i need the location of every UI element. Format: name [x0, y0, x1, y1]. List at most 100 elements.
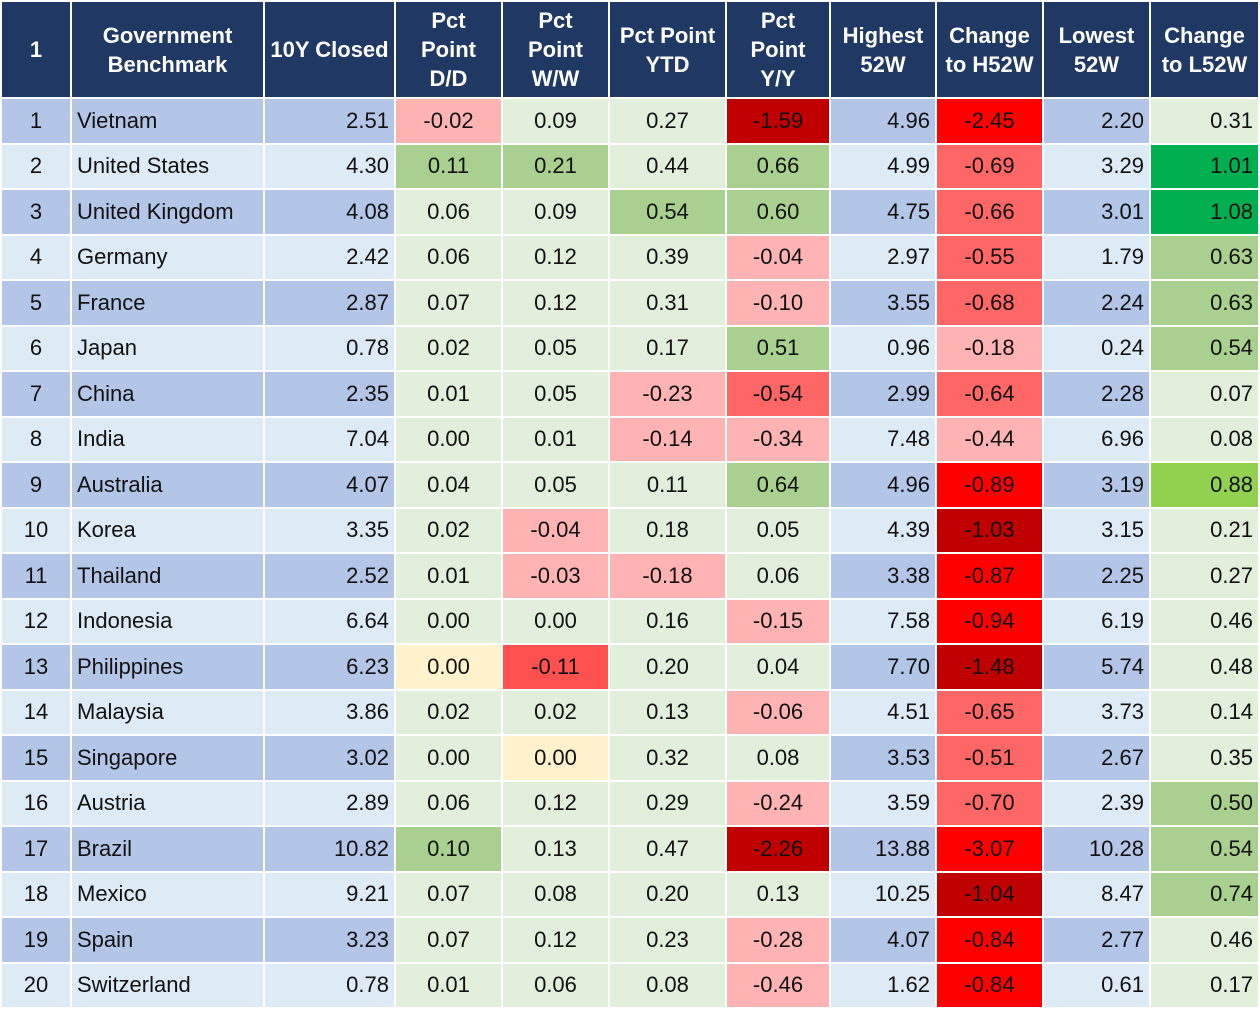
table-row: 18 Mexico 9.21 0.07 0.08 0.20 0.13 10.25 -1.04 8.…	[0, 870, 1260, 918]
country-cell: Malaysia	[70, 688, 265, 736]
country-cell: France	[70, 279, 265, 327]
chg-l52w-cell: 0.46	[1149, 597, 1260, 645]
high-52w-cell: 3.59	[829, 779, 937, 827]
low-52w-cell: 2.25	[1042, 552, 1151, 600]
ytd-cell: 0.44	[608, 142, 727, 190]
country-cell: Thailand	[70, 552, 265, 600]
low-52w-cell: 2.20	[1042, 97, 1151, 145]
high-52w-cell: 4.96	[829, 461, 937, 509]
chg-l52w-cell: 0.14	[1149, 688, 1260, 736]
yy-cell: -1.59	[725, 97, 831, 145]
ytd-cell: 0.27	[608, 97, 727, 145]
rank-cell: 6	[0, 324, 72, 372]
low-52w-cell: 2.28	[1042, 370, 1151, 418]
yy-cell: -0.28	[725, 916, 831, 964]
closed-cell: 0.78	[263, 324, 396, 372]
chg-h52w-cell: -1.48	[935, 643, 1044, 691]
country-cell: Switzerland	[70, 961, 265, 1009]
dd-cell: 0.01	[394, 961, 503, 1009]
ytd-cell: 0.54	[608, 188, 727, 236]
high-52w-cell: 0.96	[829, 324, 937, 372]
header-pct-dd: Pct Point D/D	[394, 0, 503, 99]
closed-cell: 10.82	[263, 825, 396, 873]
yy-cell: -0.10	[725, 279, 831, 327]
chg-l52w-cell: 0.54	[1149, 825, 1260, 873]
chg-l52w-cell: 0.48	[1149, 643, 1260, 691]
chg-h52w-cell: -0.68	[935, 279, 1044, 327]
rank-cell: 13	[0, 643, 72, 691]
yy-cell: 0.13	[725, 870, 831, 918]
closed-cell: 4.07	[263, 461, 396, 509]
low-52w-cell: 6.96	[1042, 415, 1151, 463]
country-cell: Singapore	[70, 734, 265, 782]
ww-cell: 0.21	[501, 142, 610, 190]
chg-h52w-cell: -0.69	[935, 142, 1044, 190]
closed-cell: 0.78	[263, 961, 396, 1009]
table-row: 3 United Kingdom 4.08 0.06 0.09 0.54 0.60 4.75-…	[0, 188, 1260, 236]
ytd-cell: -0.14	[608, 415, 727, 463]
table-row: 8 India 7.04 0.00 0.01 -0.14 -0.34 7.48 -0.44 6.9…	[0, 415, 1260, 463]
ww-cell: 0.05	[501, 461, 610, 509]
table-row: 17 Brazil 10.82 0.10 0.13 0.47 -2.26 13.88 -3.07…	[0, 825, 1260, 873]
ytd-cell: 0.47	[608, 825, 727, 873]
yy-cell: -2.26	[725, 825, 831, 873]
rank-cell: 7	[0, 370, 72, 418]
yy-cell: 0.08	[725, 734, 831, 782]
table-row: 2 United States 4.30 0.11 0.21 0.44 0.66 4.99 -0…	[0, 142, 1260, 190]
dd-cell: 0.02	[394, 688, 503, 736]
low-52w-cell: 5.74	[1042, 643, 1151, 691]
country-cell: United Kingdom	[70, 188, 265, 236]
rank-cell: 3	[0, 188, 72, 236]
chg-l52w-cell: 0.54	[1149, 324, 1260, 372]
table-row: 9 Australia 4.07 0.04 0.05 0.11 0.64 4.96 -0.89 3…	[0, 461, 1260, 509]
chg-h52w-cell: -1.03	[935, 506, 1044, 554]
ww-cell: 0.13	[501, 825, 610, 873]
country-cell: Australia	[70, 461, 265, 509]
header-rank: 1	[0, 0, 72, 99]
ww-cell: 0.00	[501, 597, 610, 645]
table-row: 13 Philippines 6.23 0.00 -0.11 0.20 0.04 7.70 -1…	[0, 643, 1260, 691]
closed-cell: 2.87	[263, 279, 396, 327]
dd-cell: 0.07	[394, 916, 503, 964]
low-52w-cell: 2.67	[1042, 734, 1151, 782]
chg-h52w-cell: -0.65	[935, 688, 1044, 736]
country-cell: Germany	[70, 233, 265, 281]
closed-cell: 2.42	[263, 233, 396, 281]
ytd-cell: 0.18	[608, 506, 727, 554]
chg-l52w-cell: 0.31	[1149, 97, 1260, 145]
low-52w-cell: 6.19	[1042, 597, 1151, 645]
chg-h52w-cell: -0.51	[935, 734, 1044, 782]
dd-cell: 0.00	[394, 643, 503, 691]
high-52w-cell: 4.39	[829, 506, 937, 554]
dd-cell: 0.10	[394, 825, 503, 873]
chg-h52w-cell: -0.18	[935, 324, 1044, 372]
table-row: 12 Indonesia 6.64 0.00 0.00 0.16 -0.15 7.58 -0.9…	[0, 597, 1260, 645]
dd-cell: 0.01	[394, 552, 503, 600]
chg-l52w-cell: 1.08	[1149, 188, 1260, 236]
table-row: 15 Singapore 3.02 0.00 0.00 0.32 0.08 3.53 -0.51…	[0, 734, 1260, 782]
chg-l52w-cell: 0.74	[1149, 870, 1260, 918]
chg-l52w-cell: 0.17	[1149, 961, 1260, 1009]
chg-h52w-cell: -0.44	[935, 415, 1044, 463]
low-52w-cell: 0.61	[1042, 961, 1151, 1009]
yy-cell: 0.05	[725, 506, 831, 554]
ytd-cell: 0.23	[608, 916, 727, 964]
table-row: 4 Germany 2.42 0.06 0.12 0.39 -0.04 2.97 -0.55 1.…	[0, 233, 1260, 281]
yy-cell: -0.06	[725, 688, 831, 736]
country-cell: Austria	[70, 779, 265, 827]
header-pct-ytd: Pct Point YTD	[608, 0, 727, 99]
country-cell: Vietnam	[70, 97, 265, 145]
ww-cell: 0.09	[501, 97, 610, 145]
dd-cell: 0.00	[394, 734, 503, 782]
header-lowest-52w: Lowest 52W	[1042, 0, 1151, 99]
low-52w-cell: 0.24	[1042, 324, 1151, 372]
closed-cell: 2.51	[263, 97, 396, 145]
rank-cell: 19	[0, 916, 72, 964]
high-52w-cell: 3.38	[829, 552, 937, 600]
ytd-cell: 0.20	[608, 870, 727, 918]
dd-cell: 0.07	[394, 870, 503, 918]
ytd-cell: 0.16	[608, 597, 727, 645]
table-row: 6 Japan 0.78 0.02 0.05 0.17 0.51 0.96 -0.18 0.24 0…	[0, 324, 1260, 372]
dd-cell: 0.06	[394, 188, 503, 236]
